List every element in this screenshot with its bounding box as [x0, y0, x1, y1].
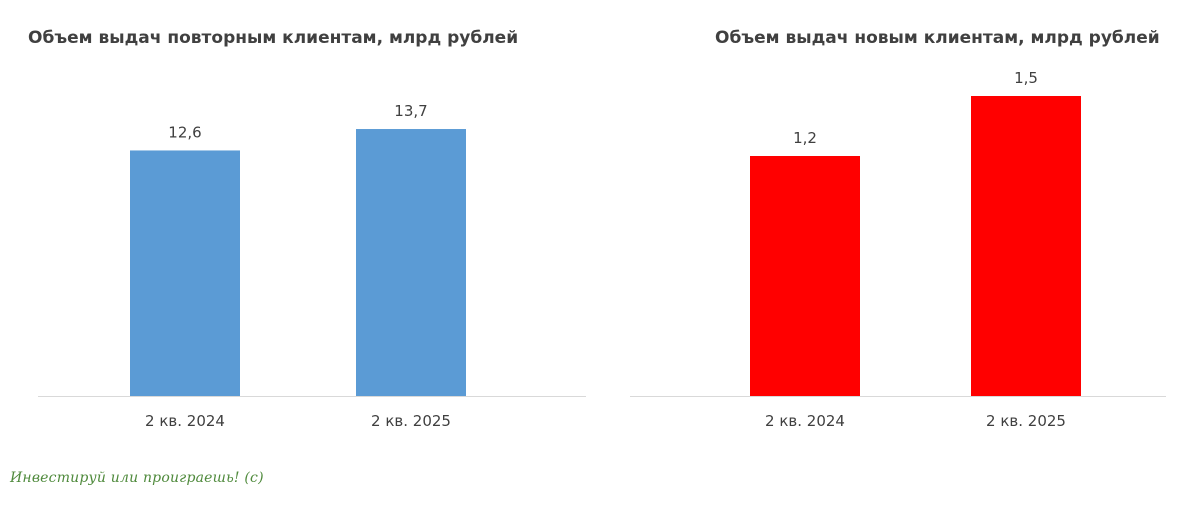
x-tick-label: 2 кв. 2025 — [371, 412, 451, 430]
data-label: 1,5 — [1014, 69, 1038, 87]
x-tick-label: 2 кв. 2025 — [986, 412, 1066, 430]
bar — [356, 129, 466, 396]
chart-title: Объем выдач повторным клиентам, млрд руб… — [28, 28, 519, 48]
chart-title: Объем выдач новым клиентам, млрд рублей — [715, 28, 1160, 48]
chart-new-clients: Объем выдач новым клиентам, млрд рублей … — [600, 0, 1200, 460]
x-tick-label: 2 кв. 2024 — [765, 412, 845, 430]
data-label: 12,6 — [168, 123, 201, 141]
chart-plot: 1,2 2 кв. 2024 1,5 2 кв. 2025 — [630, 69, 1166, 430]
chart-plot: 12,6 2 кв. 2024 13,7 2 кв. 2025 — [38, 102, 586, 430]
bar — [130, 150, 240, 396]
x-tick-label: 2 кв. 2024 — [145, 412, 225, 430]
bar — [750, 156, 860, 396]
data-label: 1,2 — [793, 129, 817, 147]
watermark-text: Инвестируй или проиграешь! (с) — [10, 470, 264, 486]
bar — [971, 96, 1081, 396]
data-label: 13,7 — [394, 102, 427, 120]
chart-repeat-clients: Объем выдач повторным клиентам, млрд руб… — [0, 0, 600, 460]
